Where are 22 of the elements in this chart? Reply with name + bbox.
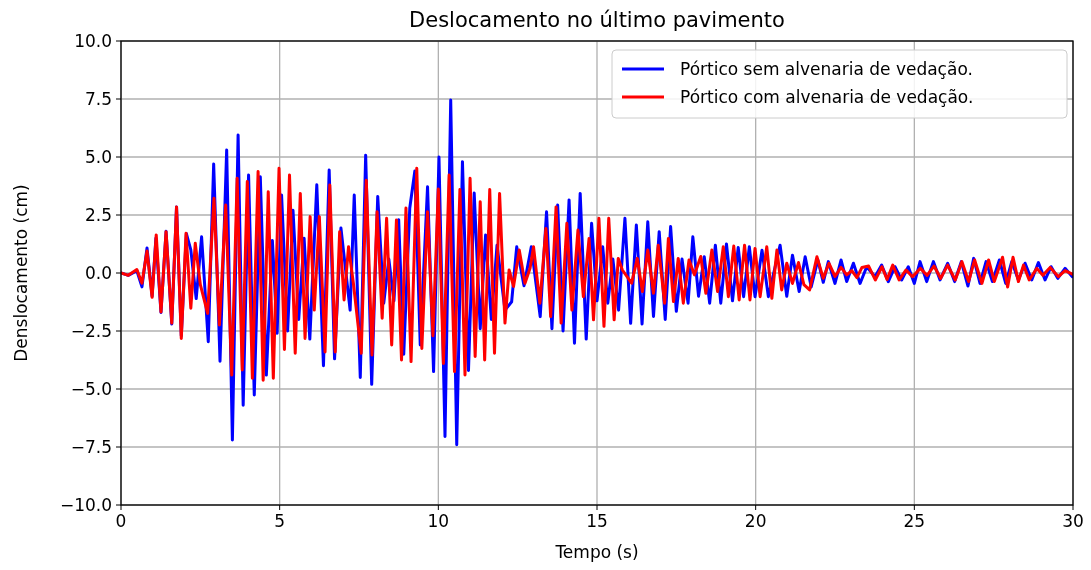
x-tick-label: 25 bbox=[903, 511, 926, 531]
y-tick-label: −2.5 bbox=[70, 320, 112, 341]
y-tick-label: 10.0 bbox=[74, 30, 112, 51]
x-tick-label: 20 bbox=[744, 511, 767, 531]
x-tick-label: 5 bbox=[274, 511, 286, 531]
y-tick-label: 5.0 bbox=[84, 146, 112, 167]
line-series bbox=[121, 166, 1073, 382]
legend-label: Pórtico com alvenaria de vedação. bbox=[680, 86, 974, 107]
y-tick-label: 0.0 bbox=[84, 262, 112, 283]
x-tick-label: 30 bbox=[1062, 511, 1084, 531]
y-tick-label: 2.5 bbox=[84, 204, 112, 225]
y-tick-label: −5.0 bbox=[70, 378, 112, 399]
legend-label: Pórtico sem alvenaria de vedação. bbox=[680, 58, 973, 79]
y-tick-label: 7.5 bbox=[84, 88, 112, 109]
x-tick-label: 10 bbox=[427, 511, 450, 531]
x-tick-label: 0 bbox=[115, 511, 127, 531]
y-axis-title: Denslocamento (cm) bbox=[11, 184, 31, 362]
x-axis-title: Tempo (s) bbox=[554, 542, 639, 562]
y-tick-label: −10.0 bbox=[59, 494, 112, 515]
x-tick-label: 15 bbox=[586, 511, 608, 531]
chart-title: Deslocamento no último pavimento bbox=[409, 8, 785, 32]
y-tick-label: −7.5 bbox=[70, 436, 112, 457]
